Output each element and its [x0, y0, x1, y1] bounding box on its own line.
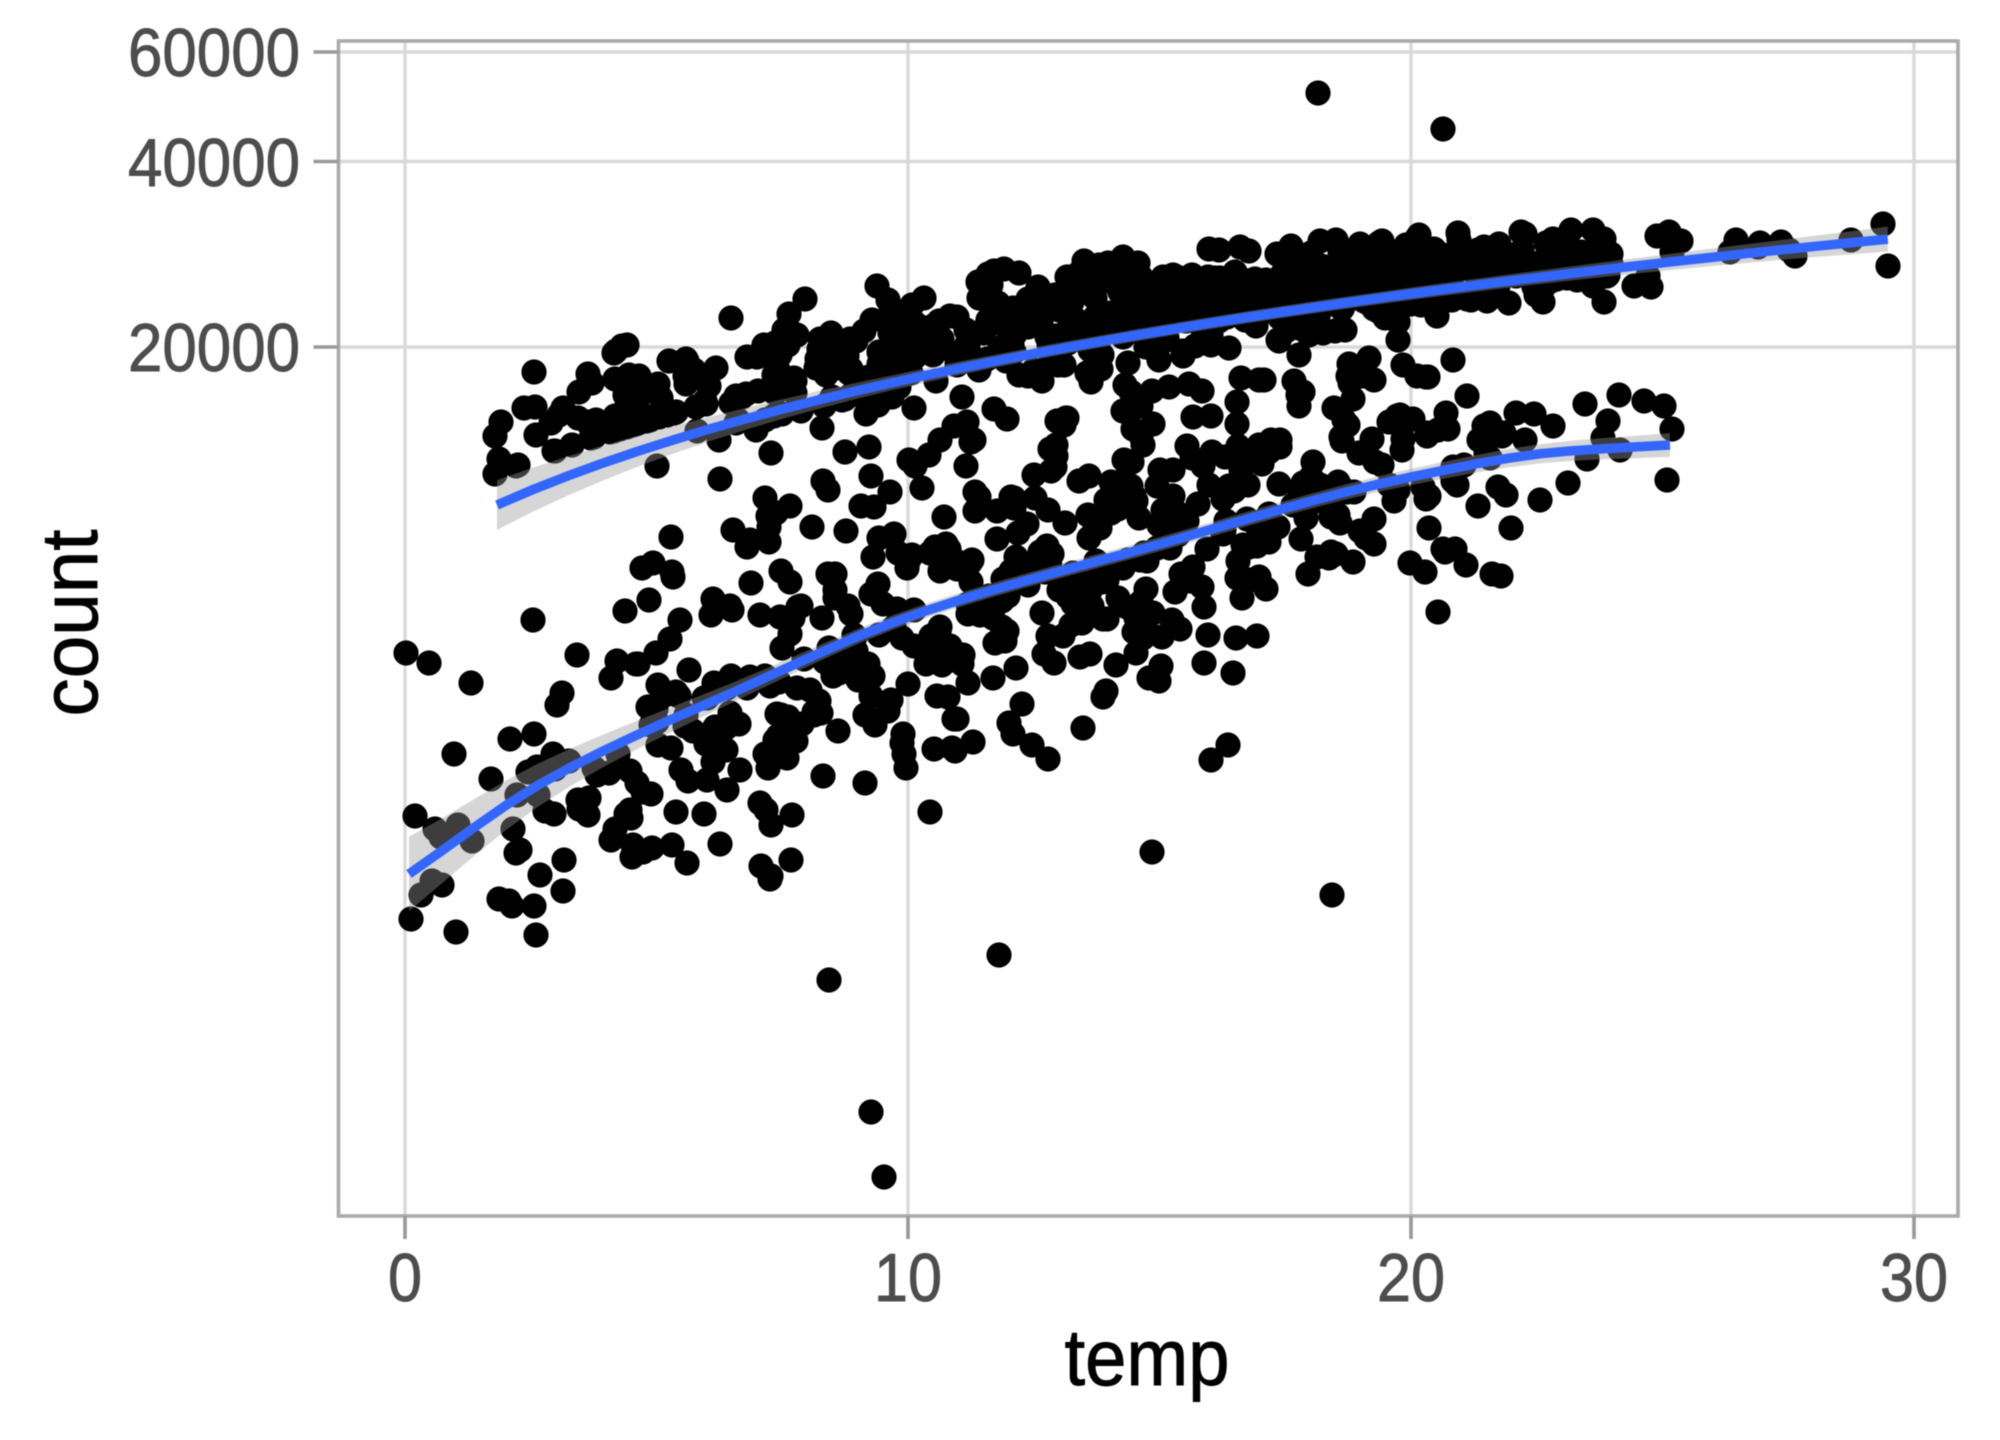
- svg-text:30: 30: [1880, 1240, 1948, 1316]
- svg-text:count: count: [25, 530, 114, 717]
- svg-text:20: 20: [1377, 1240, 1445, 1316]
- svg-text:10: 10: [874, 1240, 942, 1316]
- svg-text:20000: 20000: [128, 310, 300, 386]
- svg-text:60000: 60000: [128, 15, 300, 91]
- svg-text:temp: temp: [1065, 1313, 1230, 1402]
- svg-text:0: 0: [388, 1240, 422, 1316]
- svg-text:40000: 40000: [128, 125, 300, 201]
